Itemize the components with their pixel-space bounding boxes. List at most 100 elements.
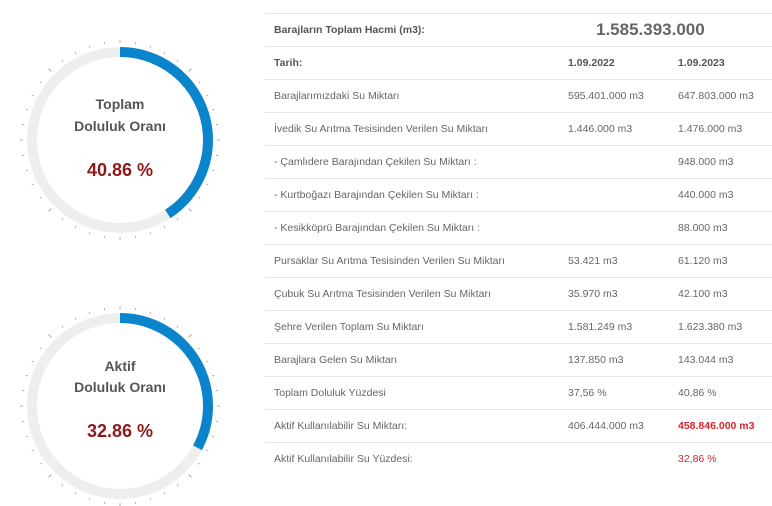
gauge-tick <box>74 51 77 54</box>
gauge-tick <box>89 45 91 48</box>
gauge-tick <box>176 484 179 487</box>
gauge-ticks <box>20 306 220 506</box>
gauge-tick <box>48 474 52 478</box>
row-label: - Çamlıdere Barajından Çekilen Su Miktar… <box>265 145 559 179</box>
gauge-ticks <box>20 40 220 240</box>
row-value-2022: 53.421 m3 <box>559 244 669 278</box>
row-value-2022 <box>559 211 669 245</box>
dam-stats-table: Barajların Toplam Hacmi (m3): 1.585.393.… <box>265 13 772 475</box>
gauge-label-line2: Doluluk Oranı <box>74 118 166 134</box>
total-capacity-row: Barajların Toplam Hacmi (m3): 1.585.393.… <box>265 13 772 47</box>
gauge-tick <box>212 109 215 111</box>
date-column-2023: 1.09.2023 <box>669 46 772 80</box>
gauge-tick <box>149 311 151 314</box>
gauge-tick <box>198 462 201 465</box>
row-value-2023: 88.000 m3 <box>669 211 772 245</box>
row-label: Pursaklar Su Arıtma Tesisinden Verilen S… <box>265 244 559 278</box>
total-capacity-value: 1.585.393.000 <box>559 13 772 47</box>
row-value-2023: 42.100 m3 <box>669 277 772 311</box>
total-fill-gauge: Toplam Doluluk Oranı 40.86 % <box>20 40 220 240</box>
table-row: Barajlarımızdaki Su Miktarı 595.401.000 m… <box>265 79 772 113</box>
gauge-tick <box>206 94 209 97</box>
gauge-tick <box>61 218 64 221</box>
gauge-tick <box>176 59 179 62</box>
row-value-2023: 1.623.380 m3 <box>669 310 772 344</box>
table-row: - Çamlıdere Barajından Çekilen Su Miktar… <box>265 145 772 179</box>
table-row: Şehre Verilen Toplam Su Miktarı 1.581.249… <box>265 310 772 344</box>
row-value-2023: 458.846.000 m3 <box>669 409 772 443</box>
table-row: Çubuk Su Arıtma Tesisinden Verilen Su Mi… <box>265 277 772 311</box>
row-value-2022 <box>559 442 669 475</box>
row-label: - Kesikköprü Barajından Çekilen Su Mikta… <box>265 211 559 245</box>
row-label: - Kurtboğazı Barajından Çekilen Su Mikta… <box>265 178 559 212</box>
total-capacity-label: Barajların Toplam Hacmi (m3): <box>265 13 559 47</box>
gauge-tick <box>149 498 151 501</box>
gauge-tick <box>206 360 209 363</box>
table-row: Toplam Doluluk Yüzdesi 37,56 % 40,86 % <box>265 376 772 410</box>
row-label: Barajlara Gelen Su Miktarı <box>265 343 559 377</box>
gauge-tick <box>206 183 209 186</box>
table-row: İvedik Su Arıtma Tesisinden Verilen Su M… <box>265 112 772 146</box>
gauge-tick <box>188 334 192 338</box>
gauge-fill-arc <box>27 47 213 233</box>
row-value-2022 <box>559 178 669 212</box>
gauge-tick <box>89 232 91 235</box>
table-row: Aktif Kullanılabilir Su Yüzdesi: 32,86 % <box>265 442 772 475</box>
gauge-tick <box>61 484 64 487</box>
gauge-tick <box>212 169 215 171</box>
gauge-tick <box>31 360 34 363</box>
row-value-2022: 595.401.000 m3 <box>559 79 669 113</box>
gauge-tick <box>212 435 215 437</box>
gauge-tick <box>48 68 52 72</box>
gauge-tick <box>25 169 28 171</box>
gauge-tick <box>89 311 91 314</box>
gauge-tick <box>212 375 215 377</box>
row-value-2023: 32,86 % <box>669 442 772 475</box>
row-value-2022 <box>559 145 669 179</box>
gauge-tick <box>149 45 151 48</box>
gauge-tick <box>89 498 91 501</box>
gauge-tick <box>25 435 28 437</box>
row-label: Aktif Kullanılabilir Su Miktarı: <box>265 409 559 443</box>
gauge-tick <box>31 449 34 452</box>
gauge-label-line2: Doluluk Oranı <box>74 379 166 395</box>
row-label: Çubuk Su Arıtma Tesisinden Verilen Su Mi… <box>265 277 559 311</box>
gauge-tick <box>198 81 201 84</box>
gauge-tick <box>163 226 166 229</box>
gauge-tick <box>163 492 166 495</box>
row-value-2023: 143.044 m3 <box>669 343 772 377</box>
gauge-tick <box>198 347 201 350</box>
gauge-tick <box>39 462 42 465</box>
gauge-tick <box>48 208 52 212</box>
gauge-value: 40.86 % <box>86 160 154 180</box>
gauge-label-line1: Aktif <box>104 358 136 374</box>
row-value-2022: 406.444.000 m3 <box>559 409 669 443</box>
row-value-2022: 35.970 m3 <box>559 277 669 311</box>
gauge-tick <box>48 334 52 338</box>
row-value-2022: 1.446.000 m3 <box>559 112 669 146</box>
date-header-row: Tarih: 1.09.2022 1.09.2023 <box>265 46 772 80</box>
date-label: Tarih: <box>265 46 559 80</box>
row-value-2022: 37,56 % <box>559 376 669 410</box>
row-value-2023: 647.803.000 m3 <box>669 79 772 113</box>
gauge-tick <box>176 325 179 328</box>
gauge-tick <box>188 474 192 478</box>
row-label: İvedik Su Arıtma Tesisinden Verilen Su M… <box>265 112 559 146</box>
gauge-tick <box>31 183 34 186</box>
table-row: Pursaklar Su Arıtma Tesisinden Verilen S… <box>265 244 772 278</box>
table-row: - Kesikköprü Barajından Çekilen Su Mikta… <box>265 211 772 245</box>
gauge-tick <box>206 449 209 452</box>
row-value-2022: 137.850 m3 <box>559 343 669 377</box>
gauge-value: 32.86 % <box>86 421 154 441</box>
row-value-2023: 1.476.000 m3 <box>669 112 772 146</box>
gauge-label-line1: Toplam <box>95 96 145 112</box>
gauge-tick <box>163 317 166 320</box>
gauge-tick <box>74 492 77 495</box>
gauge-tick <box>176 218 179 221</box>
gauge-tick <box>188 68 192 72</box>
gauge-tick <box>31 94 34 97</box>
gauge-tick <box>188 208 192 212</box>
active-fill-gauge-ring <box>20 306 220 506</box>
row-label: Toplam Doluluk Yüzdesi <box>265 376 559 410</box>
row-label: Aktif Kullanılabilir Su Yüzdesi: <box>265 442 559 475</box>
